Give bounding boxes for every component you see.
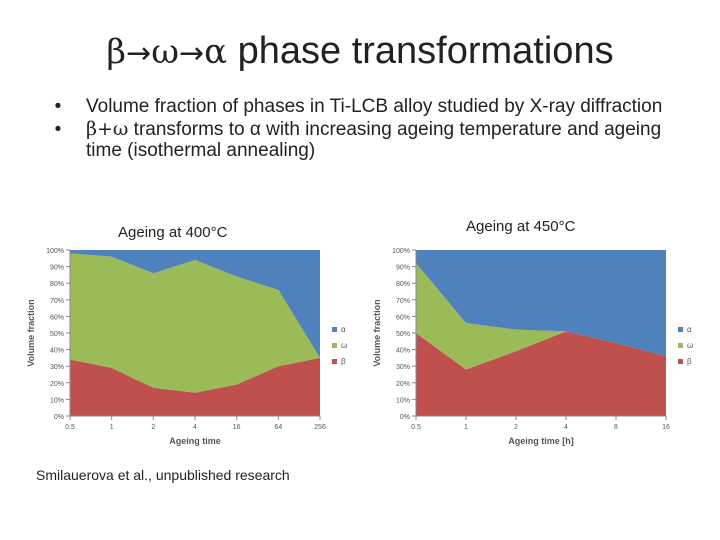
y-tick-label: 10% (50, 397, 64, 404)
bullet-marker: • (54, 96, 62, 117)
bullet-list: • Volume fraction of phases in Ti-LCB al… (30, 96, 690, 163)
y-tick-label: 90% (396, 265, 410, 272)
y-tick-label: 100% (46, 248, 64, 255)
legend-swatch (332, 343, 337, 348)
y-tick-label: 70% (396, 298, 410, 305)
chart-caption-400: Ageing at 400°C (118, 224, 228, 241)
legend-swatch (678, 359, 683, 364)
x-tick-label: 64 (274, 424, 282, 431)
y-tick-label: 0% (400, 414, 410, 421)
legend-label: α (687, 325, 692, 334)
area-chart-400c: 0% 10% 20% 30% 40% 50% 60% 70% 80% 90% 100% 0.5 1 2 4 1… (26, 248, 347, 446)
bullet-item: • Volume fraction of phases in Ti-LCB al… (30, 96, 690, 117)
x-tick-label: 4 (193, 424, 197, 431)
title-text: phase transformations (227, 30, 614, 72)
y-axis-label: Volume fraction (26, 299, 36, 366)
area-series-2 (416, 250, 666, 357)
y-tick-label: 40% (50, 348, 64, 355)
area-series-1 (416, 263, 666, 370)
legend-label: ω (687, 341, 693, 350)
legend-swatch (678, 327, 683, 332)
x-tick-label: 0.5 (411, 424, 421, 431)
x-tick-label: 16 (662, 424, 670, 431)
y-tick-label: 50% (396, 331, 410, 338)
y-tick-label: 30% (50, 364, 64, 371)
title-omega: ω (151, 32, 179, 72)
bullet-body: transforms to α with increasing ageing t… (86, 119, 662, 161)
y-axis-label: Volume fraction (372, 299, 382, 366)
credit-text: Smilauerova et al., unpublished research (36, 467, 290, 483)
arrow-icon: → (126, 36, 152, 71)
bullet-text: Volume fraction of phases in Ti-LCB allo… (86, 96, 663, 117)
slide-title: β→ω→α phase transformations (0, 30, 720, 73)
y-tick-label: 50% (50, 331, 64, 338)
y-tick-label: 60% (50, 314, 64, 321)
legend-label: β (687, 357, 692, 366)
x-axis-label: Ageing time (169, 436, 221, 446)
y-tick-label: 20% (50, 381, 64, 388)
area-chart-450c: 0% 10% 20% 30% 40% 50% 60% 70% 80% 90% 100% 0.5 1 2 4 8… (372, 248, 693, 446)
x-tick-label: 8 (614, 424, 618, 431)
x-axis-label: Ageing time [h] (508, 436, 574, 446)
x-tick-label: 16 (233, 424, 241, 431)
y-tick-label: 80% (50, 281, 64, 288)
x-tick-label: 4 (564, 424, 568, 431)
x-tick-label: 256 (314, 424, 326, 431)
area-series-2 (70, 250, 320, 358)
bullet-item: • β+ω transforms to α with increasing ag… (30, 118, 690, 162)
area-series-0 (70, 357, 320, 416)
y-tick-label: 80% (396, 281, 410, 288)
chart-caption-450: Ageing at 450°C (466, 218, 576, 235)
y-tick-label: 30% (396, 364, 410, 371)
area-series-0 (416, 331, 666, 416)
y-tick-label: 100% (392, 248, 410, 255)
y-tick-label: 0% (54, 414, 64, 421)
legend-label: α (341, 325, 346, 334)
x-tick-label: 2 (514, 424, 518, 431)
arrow-icon: → (178, 36, 205, 71)
y-tick-label: 10% (396, 397, 410, 404)
bullet-prefix: β+ω (86, 118, 129, 140)
bullet-text: β+ω transforms to α with increasing agei… (86, 118, 690, 162)
bullet-marker: • (54, 119, 62, 140)
legend-label: β (341, 357, 346, 366)
legend-swatch (678, 343, 683, 348)
y-tick-label: 70% (50, 298, 64, 305)
y-tick-label: 20% (396, 381, 410, 388)
y-tick-label: 40% (396, 348, 410, 355)
x-tick-label: 2 (151, 424, 155, 431)
x-tick-label: 1 (464, 424, 468, 431)
area-series-1 (70, 253, 320, 393)
legend-label: ω (341, 341, 347, 350)
x-tick-label: 0.5 (65, 424, 75, 431)
legend-swatch (332, 359, 337, 364)
x-tick-label: 1 (110, 424, 114, 431)
legend-swatch (332, 327, 337, 332)
title-alpha: α (204, 32, 228, 72)
y-tick-label: 90% (50, 265, 64, 272)
title-beta: β (106, 32, 127, 72)
y-tick-label: 60% (396, 314, 410, 321)
